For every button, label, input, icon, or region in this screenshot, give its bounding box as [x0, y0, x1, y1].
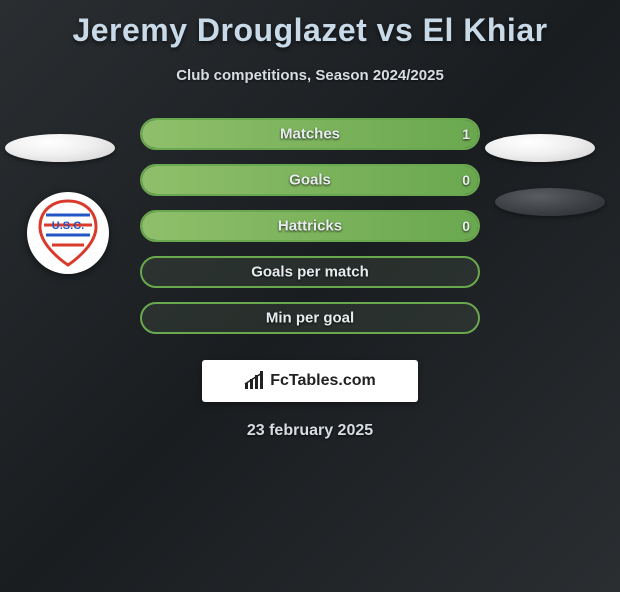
brand-box[interactable]: FcTables.com — [202, 360, 418, 402]
stat-row: Goals 0 — [140, 164, 480, 196]
stat-label: Goals per match — [251, 264, 369, 281]
bar-chart-icon — [244, 371, 266, 391]
club-badge-text: U.S.C. — [52, 220, 84, 232]
stat-bar: Hattricks 0 — [140, 210, 480, 242]
brand-text: FcTables.com — [270, 372, 376, 390]
page-subtitle: Club competitions, Season 2024/2025 — [0, 67, 620, 84]
stat-row: Hattricks 0 — [140, 210, 480, 242]
stat-value-left: 0 — [462, 172, 470, 188]
club-badge-icon: U.S.C. — [32, 197, 104, 269]
stat-label: Hattricks — [278, 218, 342, 235]
stat-value-left: 1 — [462, 126, 470, 142]
stat-row: Goals per match — [140, 256, 480, 288]
right-disc-1 — [485, 134, 595, 162]
stat-value-left: 0 — [462, 218, 470, 234]
page-title: Jeremy Drouglazet vs El Khiar — [0, 12, 620, 49]
stat-row: Matches 1 — [140, 118, 480, 150]
stat-bar: Min per goal — [140, 302, 480, 334]
date-text: 23 february 2025 — [0, 422, 620, 440]
stat-row: Min per goal — [140, 302, 480, 334]
left-disc — [5, 134, 115, 162]
stat-bar: Goals per match — [140, 256, 480, 288]
stat-label: Min per goal — [266, 310, 354, 327]
stat-label: Goals — [289, 172, 331, 189]
stat-label: Matches — [280, 126, 340, 143]
right-disc-2 — [495, 188, 605, 216]
stat-bar: Matches 1 — [140, 118, 480, 150]
stat-bar: Goals 0 — [140, 164, 480, 196]
club-badge: U.S.C. — [27, 192, 109, 274]
